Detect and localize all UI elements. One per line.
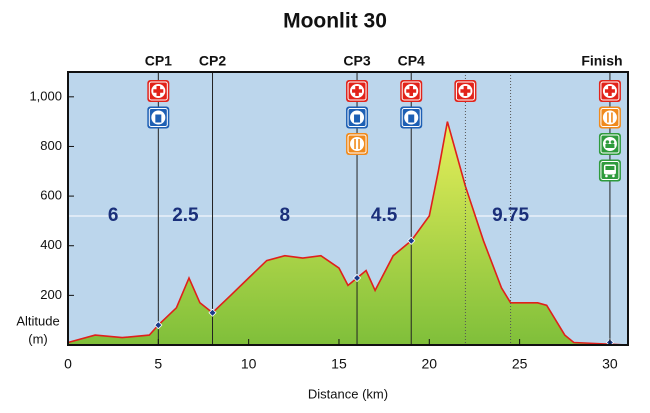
checkpoint-label: CP3 (343, 53, 370, 69)
x-axis-label: Distance (km) (308, 386, 388, 401)
icon-glyph (605, 140, 610, 144)
icon-glyph (605, 174, 608, 178)
checkpoint-marker (154, 321, 163, 330)
icon-glyph (354, 114, 361, 123)
icon-people (598, 133, 621, 155)
checkpoint-label: CP4 (398, 53, 425, 69)
icon-food (598, 106, 621, 129)
icon-inner (600, 108, 620, 127)
y-tick-label: 400 (40, 237, 62, 252)
icon-inner (347, 134, 367, 154)
checkpoint-label: Finish (581, 53, 622, 69)
icon-glyph (610, 140, 615, 144)
icon-inner (600, 81, 620, 101)
segment-label: 9.75 (492, 205, 529, 226)
icon-glyph (406, 86, 417, 96)
icon-bus (598, 159, 621, 182)
icon-food (346, 133, 369, 155)
icon-inner (600, 134, 620, 154)
x-tick-label: 20 (422, 356, 438, 372)
icon-inner (347, 81, 367, 101)
icon-cross (598, 80, 621, 102)
icon-cross (400, 80, 423, 102)
chart-title: Moonlit 30 (283, 10, 387, 33)
icon-inner (455, 81, 475, 101)
x-tick-label: 30 (602, 356, 618, 372)
segment-label: 4.5 (371, 205, 398, 226)
x-tick-label: 25 (512, 356, 528, 372)
icon-water (400, 106, 423, 129)
y-axis-label: (m) (28, 331, 48, 346)
icon-water (346, 106, 369, 129)
y-tick-label: 800 (40, 138, 62, 153)
icon-glyph (155, 114, 162, 123)
y-axis-label: Altitude (16, 313, 59, 328)
checkpoint-marker (352, 273, 362, 283)
segment-label: 2.5 (172, 205, 199, 226)
icon-circle (602, 110, 617, 125)
x-tick-label: 10 (241, 356, 257, 372)
plot-frame (67, 71, 629, 346)
icon-glyph (153, 86, 164, 96)
segment-label: 8 (279, 205, 290, 226)
elevation-area (68, 121, 628, 345)
icon-inner (148, 108, 168, 127)
checkpoint-marker (208, 308, 217, 317)
icon-glyph (612, 174, 615, 178)
icon-glyph (408, 114, 415, 123)
y-tick-label: 1,000 (29, 88, 62, 103)
x-tick-label: 15 (331, 356, 347, 372)
checkpoint-label: CP2 (199, 53, 226, 69)
y-tick-label: 600 (40, 188, 62, 203)
y-tick-label: 200 (40, 287, 62, 302)
icon-inner (148, 81, 168, 101)
icon-water (147, 106, 170, 129)
icon-inner (600, 161, 620, 180)
icon-circle (350, 137, 365, 151)
icon-inner (347, 108, 367, 127)
icon-glyph (604, 86, 615, 96)
icon-glyph (605, 144, 615, 148)
icon-glyph (460, 86, 471, 96)
segment-label: 6 (108, 205, 119, 226)
x-tick-label: 5 (154, 356, 162, 372)
icon-cross (147, 80, 170, 102)
x-tick-label: 0 (64, 356, 72, 372)
icon-inner (401, 108, 421, 127)
icon-glyph (605, 166, 615, 170)
checkpoint-label: CP1 (145, 53, 172, 69)
icon-glyph (352, 86, 363, 96)
icon-cross (346, 80, 369, 102)
checkpoint-marker (407, 236, 416, 245)
icon-cross (454, 80, 477, 102)
icon-inner (401, 81, 421, 101)
